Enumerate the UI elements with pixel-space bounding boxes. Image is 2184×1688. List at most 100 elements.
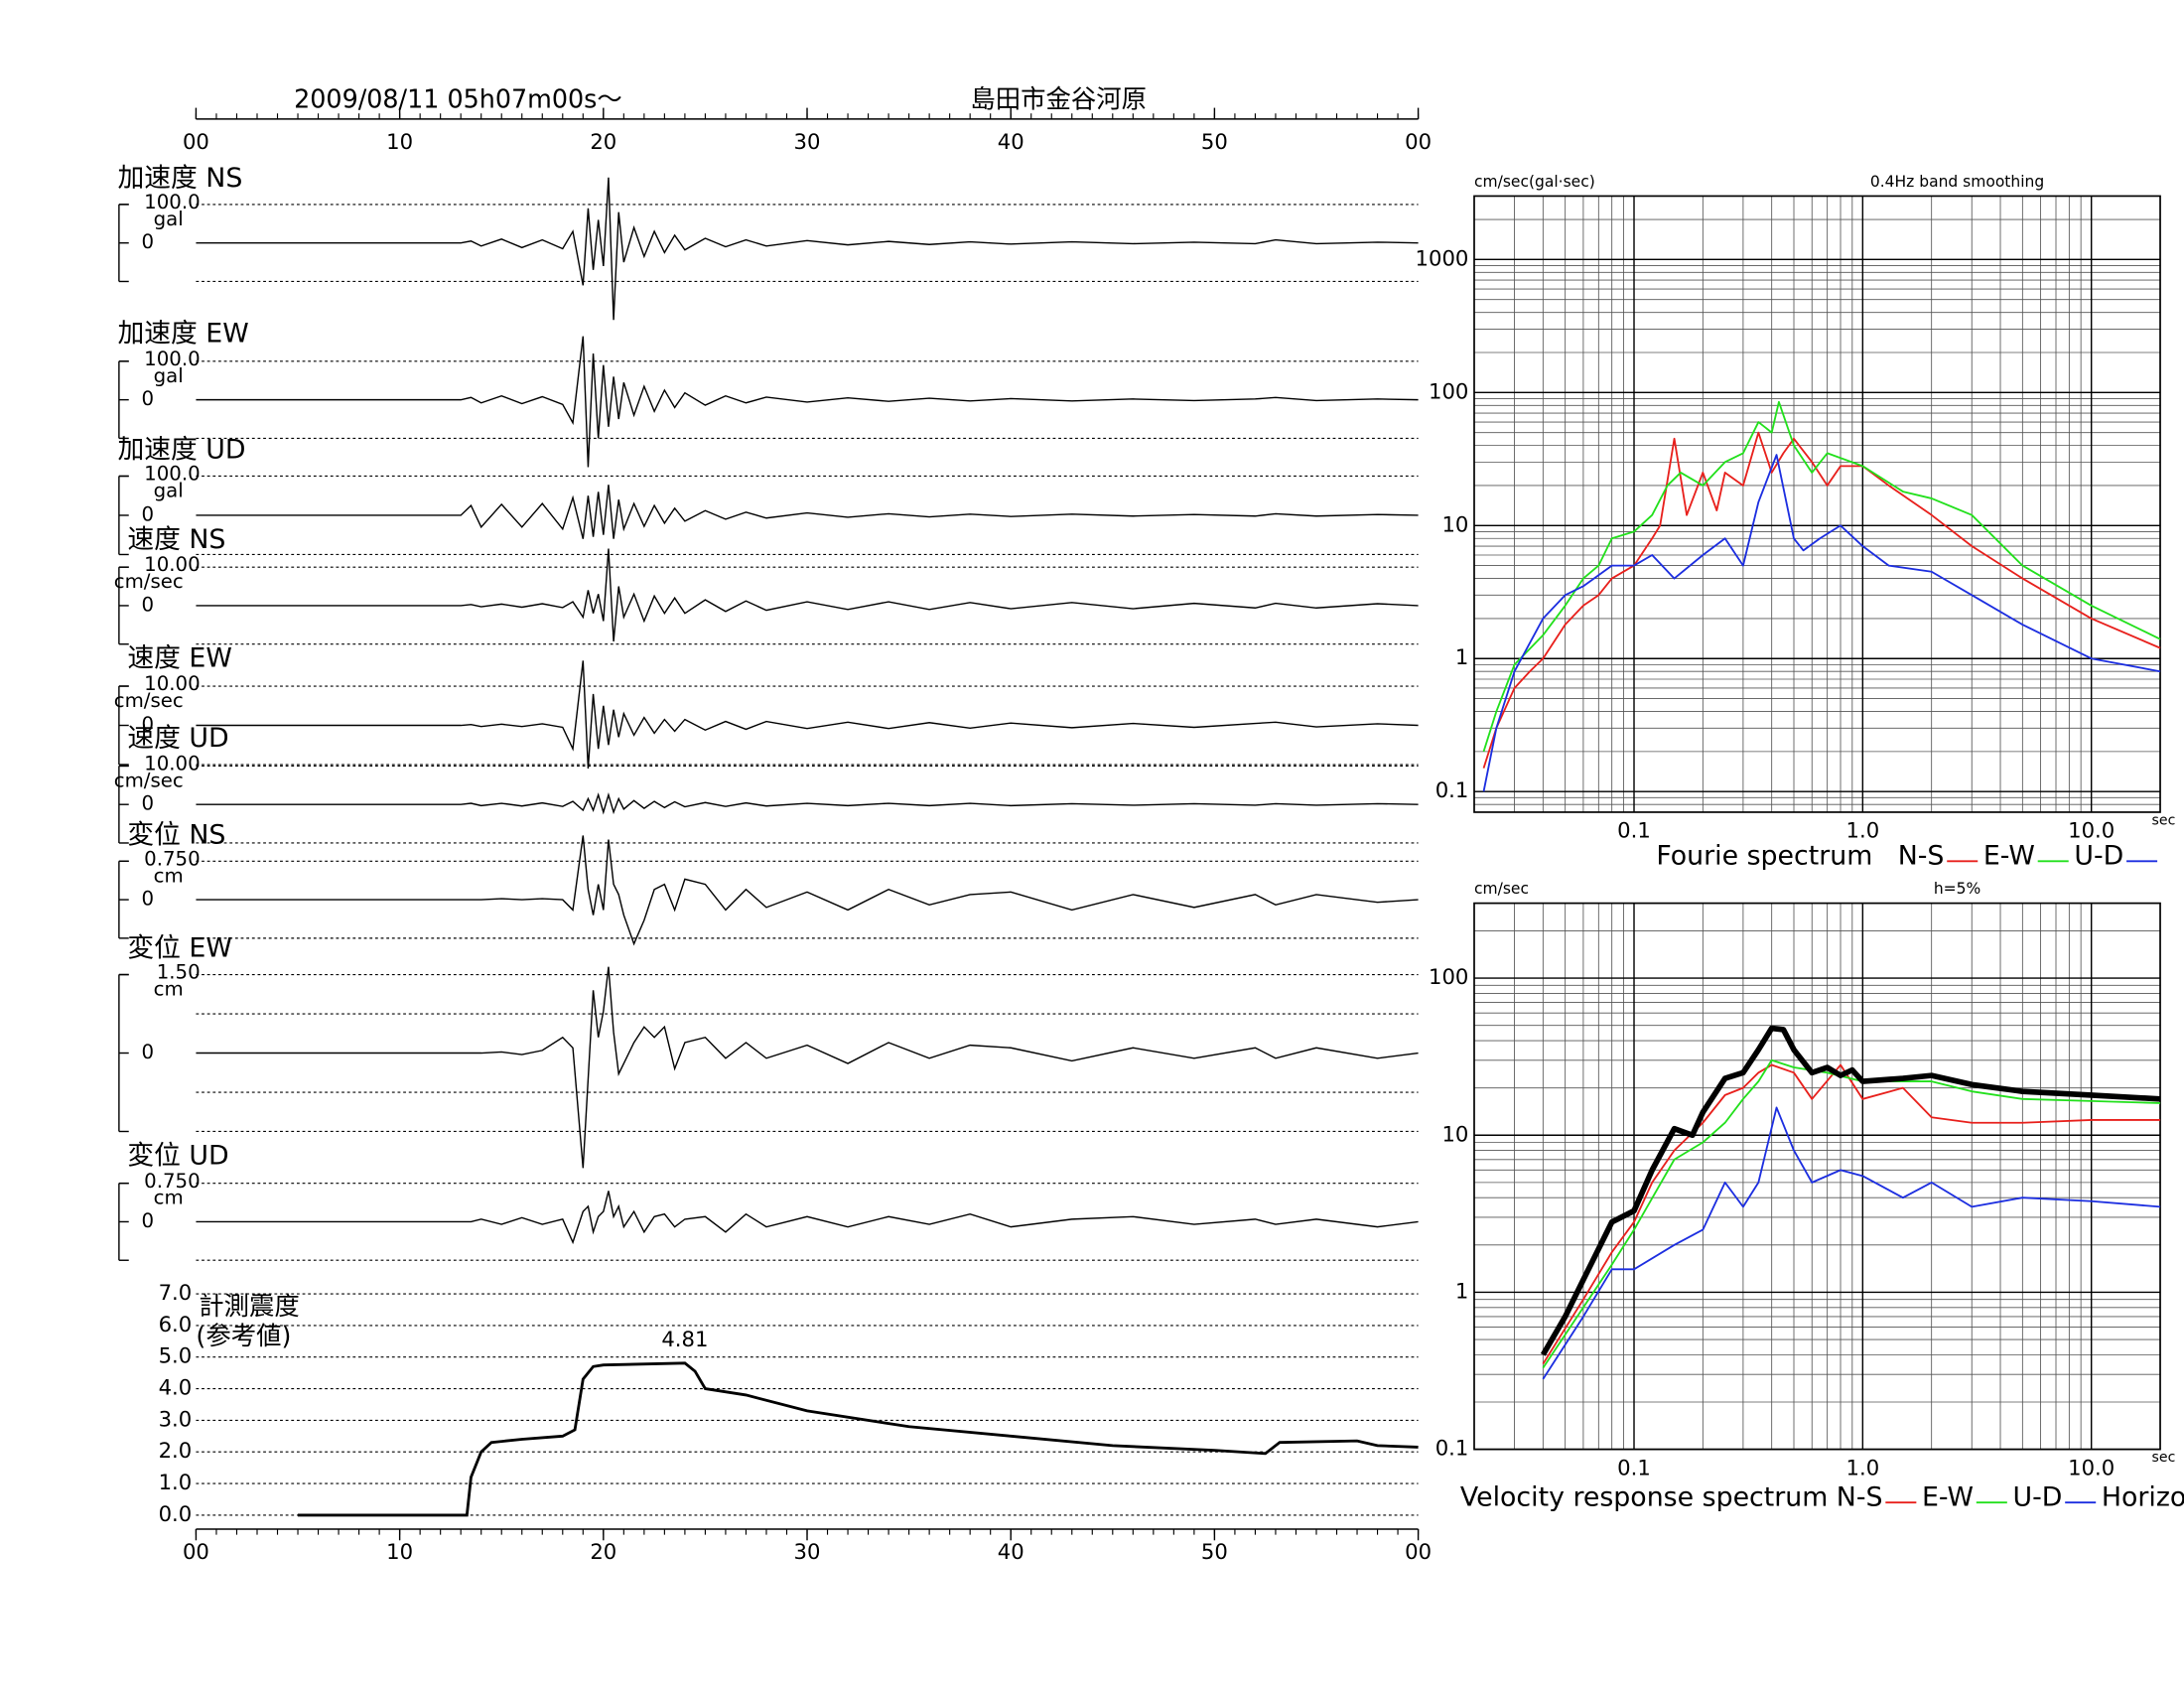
x-tick-label: 0.1 xyxy=(1617,818,1651,843)
y-tick-label: 1.50 xyxy=(157,961,201,984)
waveform xyxy=(196,1191,1419,1245)
y-tick-label: 100 xyxy=(1429,378,1468,403)
y-tick-label: 10.00 xyxy=(144,672,200,695)
legend-label: E-W xyxy=(1922,1481,1974,1512)
panel-title: 速度 NS xyxy=(127,524,225,555)
panel-unit: cm/sec xyxy=(114,570,184,593)
plot-note: h=5% xyxy=(1934,880,1980,898)
y-tick-label: 0 xyxy=(142,713,155,736)
panel-title: 計測震度 xyxy=(199,1291,299,1321)
x-tick-label: 50 xyxy=(1201,129,1228,154)
panel-title: 変位 UD xyxy=(127,1140,228,1171)
y-tick-label: 4.0 xyxy=(159,1375,193,1400)
waveform xyxy=(196,966,1419,1169)
x-axis-label: sec xyxy=(2152,812,2176,828)
x-tick-label: 1.0 xyxy=(1846,818,1880,843)
x-tick-label: 00 xyxy=(1405,129,1432,154)
plot-note: 0.4Hz band smoothing xyxy=(1870,173,2044,191)
x-tick-label: 1.0 xyxy=(1846,1455,1880,1479)
x-tick-label: 10 xyxy=(386,1539,413,1564)
spectrum-line xyxy=(1540,1025,2161,1356)
y-tick-label: 0.1 xyxy=(1435,1436,1469,1461)
y-tick-label: 10 xyxy=(1441,1121,1468,1146)
x-tick-label: 40 xyxy=(998,129,1024,154)
legend-label: N-S xyxy=(1898,841,1945,872)
y-tick-label: 10.00 xyxy=(144,553,200,576)
x-tick-label: 10 xyxy=(386,129,413,154)
legend-title: Fourie spectrum xyxy=(1656,841,1872,872)
legend-label: U-D xyxy=(2074,841,2123,872)
x-tick-label: 30 xyxy=(794,1539,821,1564)
plot-frame xyxy=(1473,902,2161,1451)
y-tick-label: 7.0 xyxy=(159,1280,193,1305)
header-station: 島田市金谷河原 xyxy=(970,84,1147,114)
y-tick-label: 3.0 xyxy=(159,1406,193,1431)
annotation: 4.81 xyxy=(661,1327,708,1351)
y-tick-label: 0.750 xyxy=(144,1170,200,1193)
x-tick-label: 30 xyxy=(794,129,821,154)
y-tick-label: 100.0 xyxy=(144,463,200,486)
y-tick-label: 0.0 xyxy=(159,1501,193,1526)
x-tick-label: 20 xyxy=(590,1539,616,1564)
panel-title: 変位 EW xyxy=(127,933,231,964)
legend-label: N-S xyxy=(1837,1481,1883,1512)
panel-title: 加速度 UD xyxy=(117,435,245,466)
spectrum-line xyxy=(1542,1106,2161,1380)
spectrum-line xyxy=(1542,1063,2161,1365)
y-tick-label: 1 xyxy=(1455,1278,1468,1303)
waveform xyxy=(196,792,1419,815)
y-tick-label: 0 xyxy=(142,888,155,911)
y-tick-label: 100.0 xyxy=(144,348,200,370)
y-tick-label: 0.1 xyxy=(1435,777,1469,802)
x-tick-label: 10.0 xyxy=(2068,818,2115,843)
panel-unit: cm/sec xyxy=(114,769,184,791)
waveform xyxy=(196,835,1419,946)
waveform xyxy=(196,336,1419,468)
header-datetime: 2009/08/11 05h07m00s〜 xyxy=(294,84,622,114)
legend-label: E-W xyxy=(1983,841,2035,872)
panel-unit: cm xyxy=(154,1187,184,1209)
y-tick-label: 0 xyxy=(142,792,155,815)
x-axis-label: sec xyxy=(2152,1450,2176,1466)
y-tick-label: 2.0 xyxy=(159,1438,193,1463)
intensity-line xyxy=(298,1361,1419,1517)
y-tick-label: 1 xyxy=(1455,644,1468,669)
panel-unit: cm/sec xyxy=(114,689,184,712)
spectrum-line xyxy=(1542,1058,2161,1369)
legend-label: U-D xyxy=(2012,1481,2062,1512)
y-tick-label: 1000 xyxy=(1416,245,1469,270)
spectrum-line xyxy=(1482,400,2161,753)
panel-unit: cm xyxy=(154,864,184,887)
waveform xyxy=(196,177,1419,321)
y-tick-label: 0 xyxy=(142,1209,155,1232)
panel-title: 加速度 NS xyxy=(117,163,242,194)
y-tick-label: 0.750 xyxy=(144,847,200,870)
y-tick-label: 0 xyxy=(142,387,155,410)
x-tick-label: 0.1 xyxy=(1617,1455,1651,1479)
y-tick-label: 0 xyxy=(142,230,155,253)
y-tick-label: 10 xyxy=(1441,511,1468,536)
panel-subtitle: (参考値) xyxy=(196,1321,291,1350)
panel-title: 変位 NS xyxy=(127,819,225,850)
legend-title: Velocity response spectrum xyxy=(1460,1481,1828,1512)
y-tick-label: 6.0 xyxy=(159,1312,193,1336)
y-tick-label: 100 xyxy=(1429,964,1468,989)
x-tick-label: 00 xyxy=(183,129,209,154)
x-tick-label: 40 xyxy=(998,1539,1024,1564)
panel-title: 速度 UD xyxy=(127,723,228,754)
y-tick-label: 0 xyxy=(142,593,155,616)
x-tick-label: 50 xyxy=(1201,1539,1228,1564)
panel-title: 加速度 EW xyxy=(117,319,248,350)
spectrum-line xyxy=(1482,431,2161,769)
waveform xyxy=(196,660,1419,769)
spectrum-line xyxy=(1482,454,2161,792)
x-tick-label: 00 xyxy=(183,1539,209,1564)
y-axis-label: cm/sec xyxy=(1474,880,1529,898)
waveform xyxy=(196,485,1419,539)
y-tick-label: 5.0 xyxy=(159,1343,193,1368)
panel-unit: gal xyxy=(154,364,184,387)
legend-label: Horizon xyxy=(2102,1481,2184,1512)
y-tick-label: 0 xyxy=(142,1041,155,1063)
